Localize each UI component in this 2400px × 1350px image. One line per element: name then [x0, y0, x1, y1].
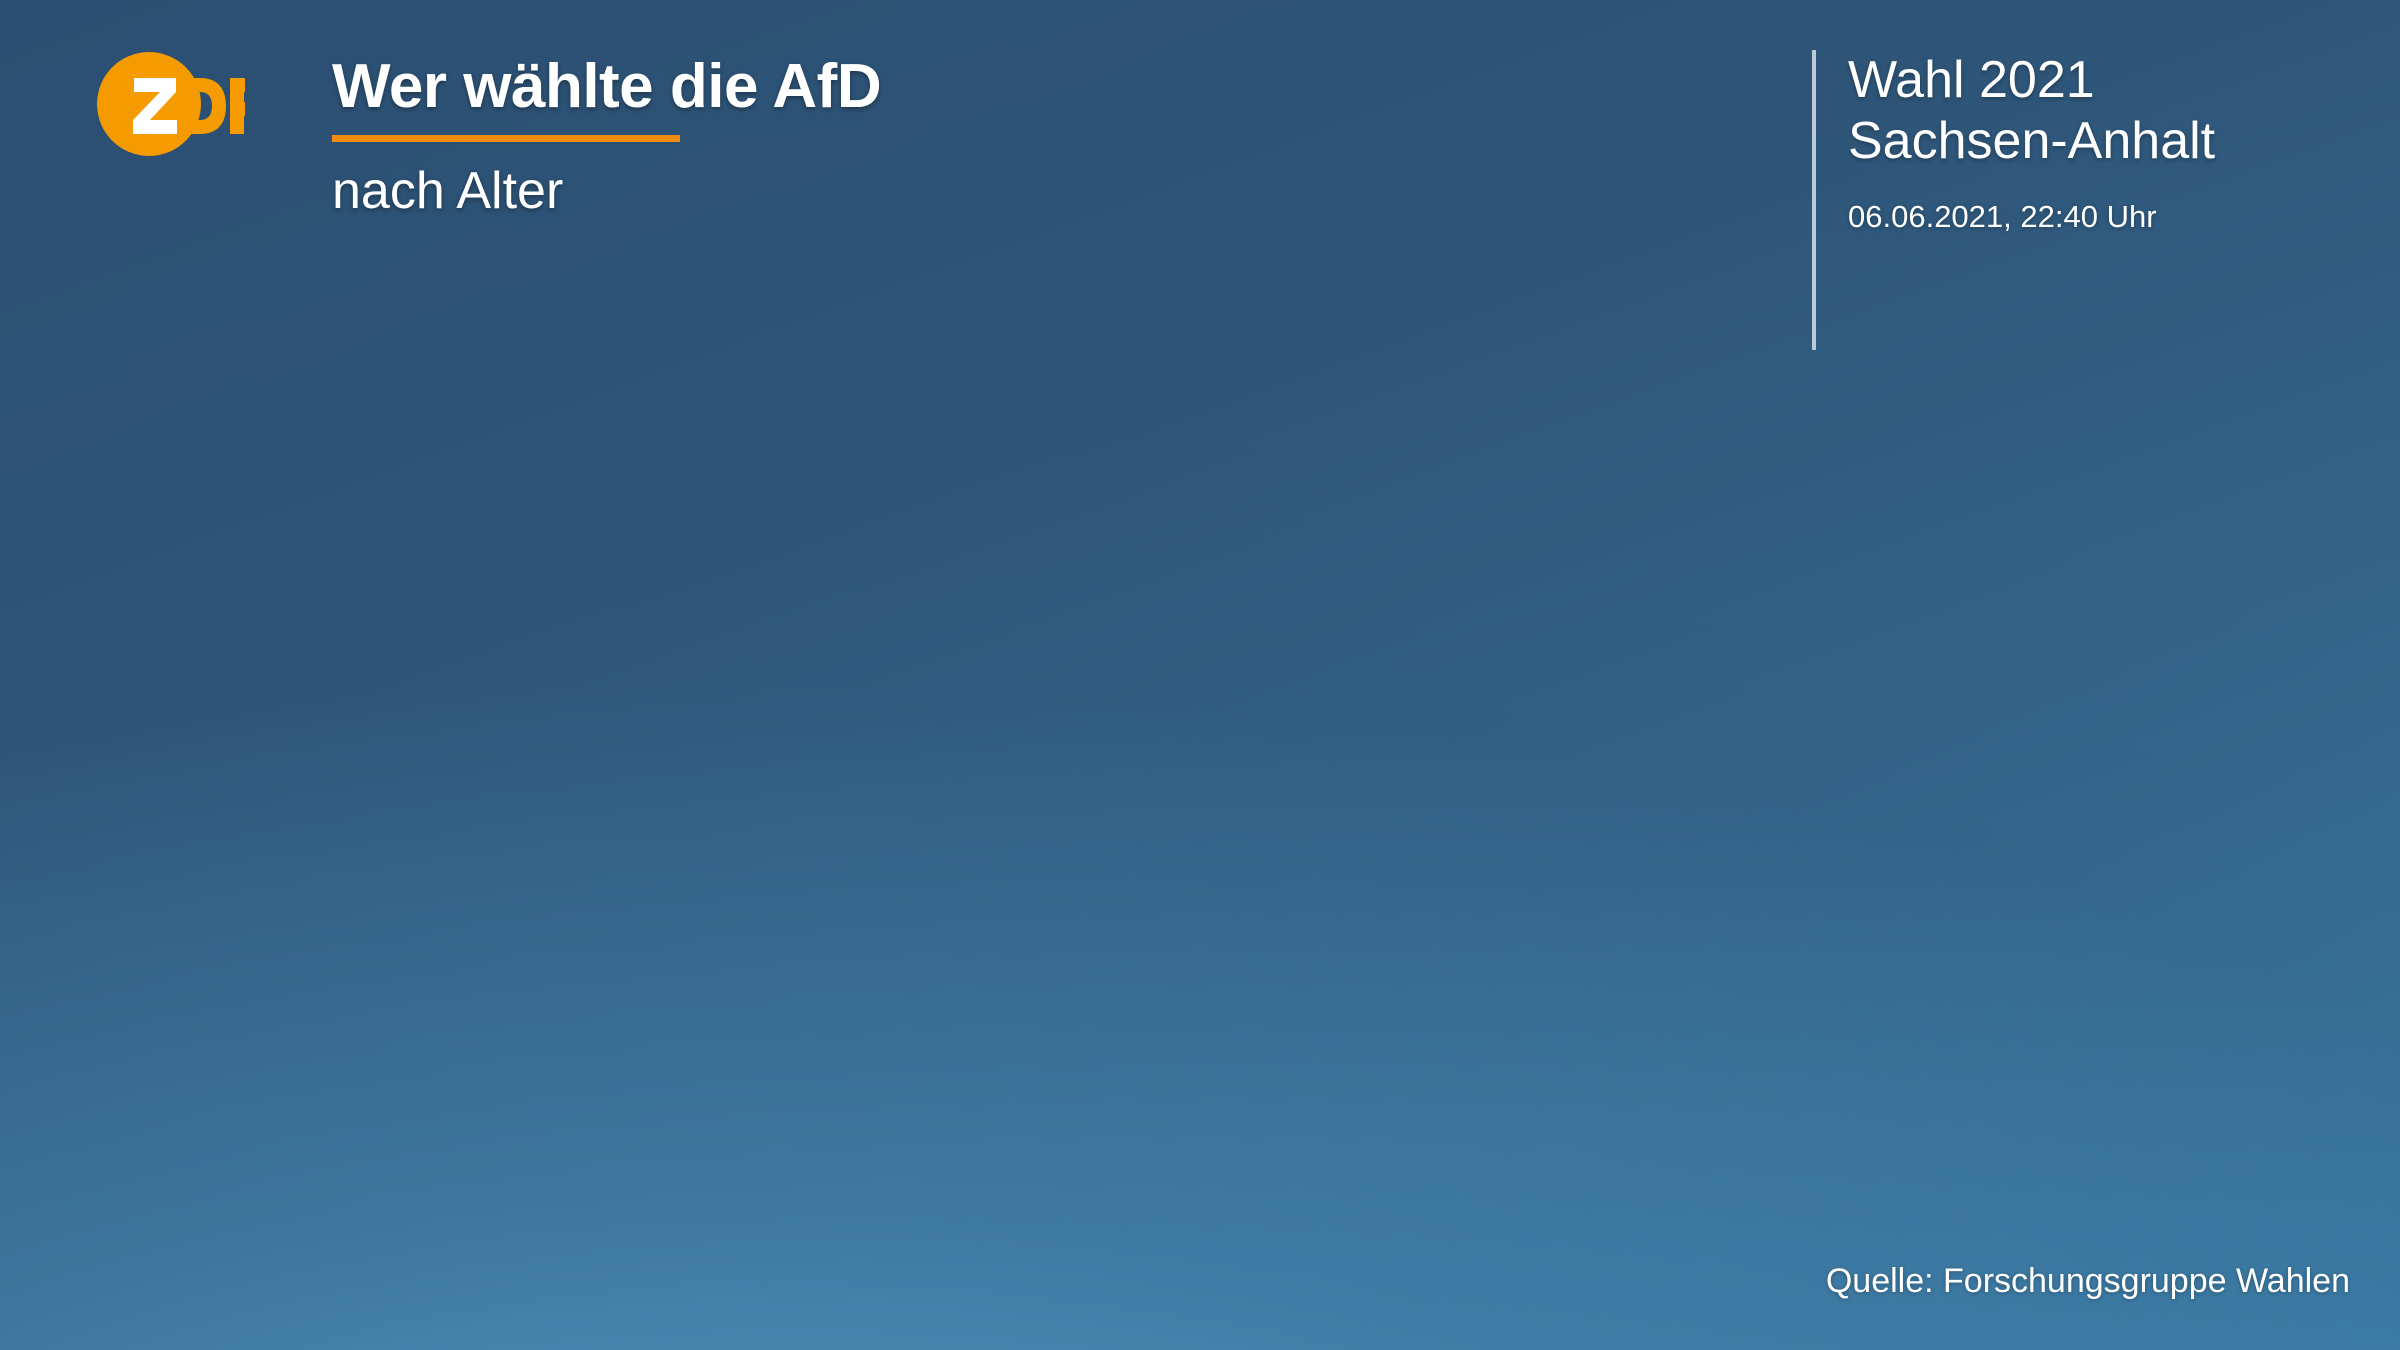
title-block: Wer wählte die AfD nach Alter	[332, 54, 1672, 219]
election-meta: Wahl 2021 Sachsen-Anhalt 06.06.2021, 22:…	[1812, 50, 2215, 350]
page-title: Wer wählte die AfD	[332, 52, 882, 121]
election-region: Sachsen-Anhalt	[1848, 112, 2216, 171]
title-underline-rule	[332, 135, 680, 143]
header: Wer wählte die AfD nach Alter Wahl 2021 …	[0, 0, 2400, 360]
election-name: Wahl 2021	[1848, 51, 2095, 109]
election-timestamp: 06.06.2021, 22:40 Uhr	[1848, 198, 2157, 234]
page-subtitle: nach Alter	[332, 162, 564, 221]
zdf-logo	[97, 52, 245, 156]
source-note: Quelle: Forschungsgruppe Wahlen	[1825, 1262, 2350, 1300]
zdf-wordmark-icon	[133, 78, 245, 134]
